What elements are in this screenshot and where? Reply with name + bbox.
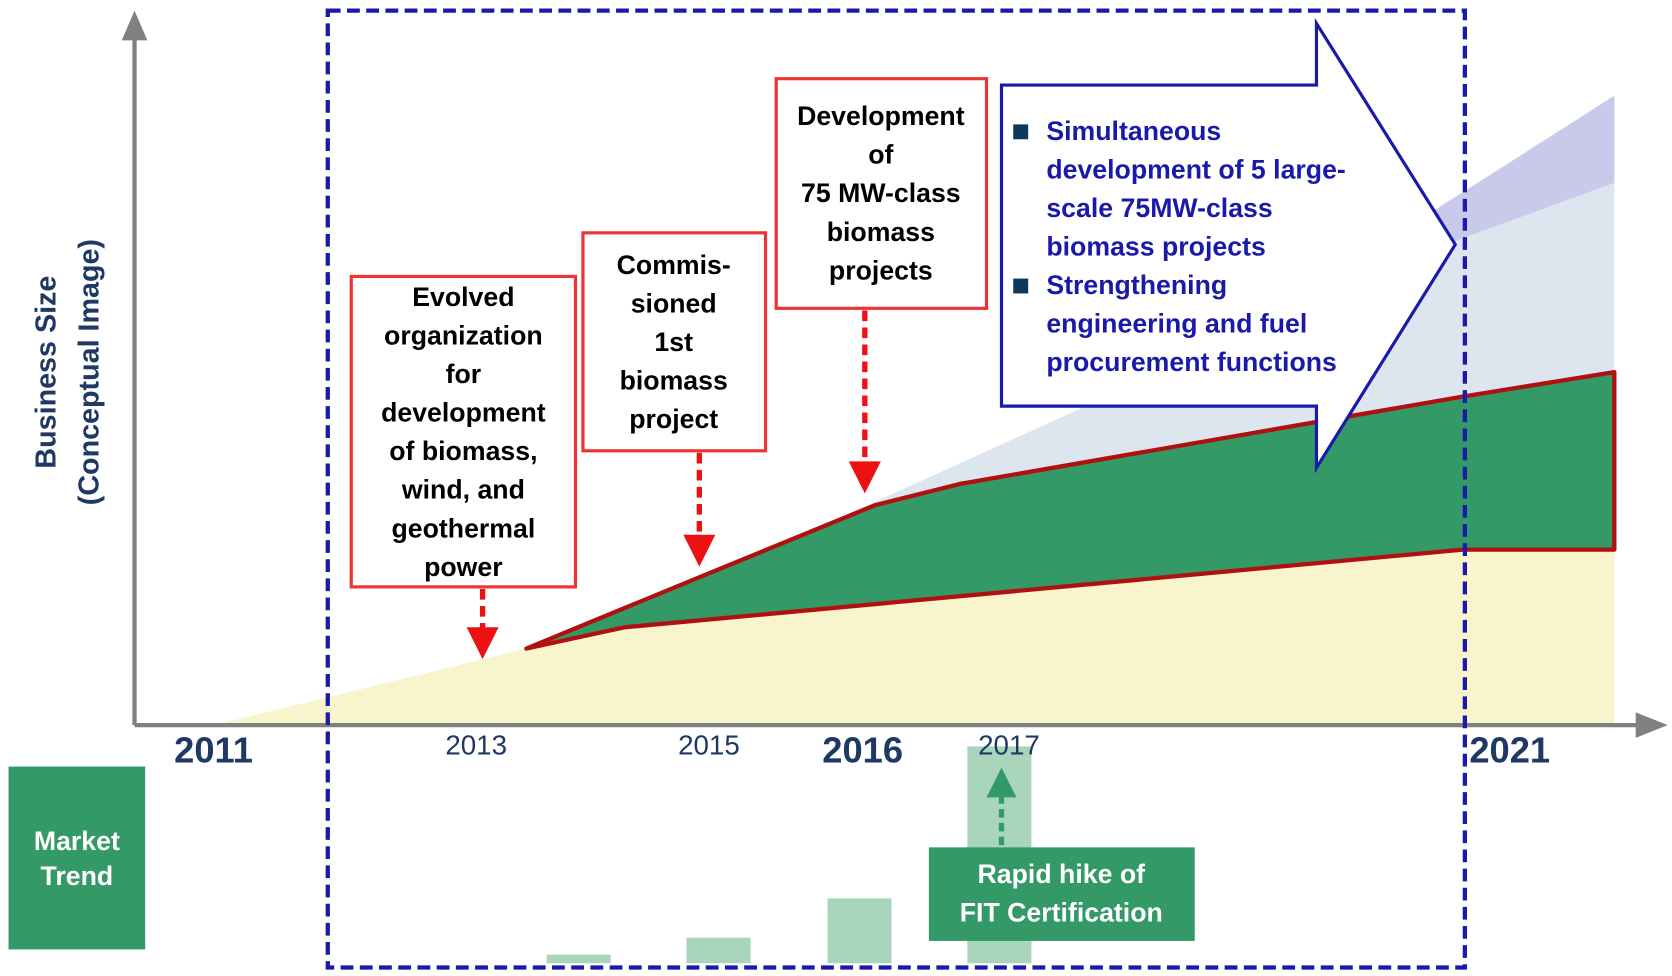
market-trend-label: Trend (41, 861, 114, 891)
axis-label: (Conceptual Image) (73, 239, 105, 505)
bullet-square (1013, 124, 1029, 140)
bullet-square (1013, 278, 1029, 294)
outlook-text: engineering and fuel (1046, 309, 1307, 339)
milestone-text: project (629, 404, 718, 434)
milestone-text: of (868, 140, 893, 170)
outlook-arrow (999, 17, 1458, 474)
milestone-text: biomass (620, 366, 728, 396)
milestone-text: sioned (631, 289, 717, 319)
milestone-box (581, 231, 768, 453)
year-label: 2021 (1469, 729, 1550, 770)
milestone-text: projects (829, 255, 933, 285)
outlook-text: biomass projects (1046, 231, 1265, 261)
milestone-box (774, 77, 989, 310)
milestone-box (349, 274, 578, 589)
milestone-text: of biomass, (389, 436, 537, 466)
market-trend-label: Market (34, 826, 120, 856)
outlook-text: Strengthening (1046, 270, 1227, 300)
focus-frame (325, 8, 1468, 970)
milestone-arrows (479, 310, 868, 630)
year-label: 2015 (678, 730, 740, 761)
fit-box (928, 847, 1195, 941)
year-label: 2011 (174, 729, 253, 770)
x-axis-head (1635, 712, 1668, 738)
fit-note: FIT Certification (960, 897, 1163, 927)
milestone-text: Evolved (412, 282, 514, 312)
outlook-text: procurement functions (1046, 347, 1337, 377)
y-axis-head (121, 10, 148, 41)
milestone-text: Development (797, 101, 965, 131)
year-label: 2016 (822, 729, 903, 770)
fit-arrow-head (986, 767, 1017, 798)
milestone-text: development (381, 398, 546, 428)
milestone-text: Commis- (617, 250, 731, 280)
year-label: 2017 (978, 730, 1040, 761)
milestone-text: for (446, 359, 482, 389)
outlook-text: scale 75MW-class (1046, 193, 1272, 223)
outlook-text: Simultaneous (1046, 116, 1221, 146)
fit-note: Rapid hike of (978, 859, 1146, 889)
milestone-arrow-heads (466, 461, 881, 660)
milestone-text: power (424, 552, 503, 582)
milestone-text: 1st (654, 327, 693, 357)
outlook-text: development of 5 large- (1046, 154, 1345, 184)
upside-area (1430, 95, 1615, 250)
milestone-text: organization (384, 320, 543, 350)
axis-label: Business Size (31, 276, 63, 469)
milestone-text: wind, and (401, 475, 525, 505)
milestone-text: 75 MW-class (801, 178, 961, 208)
base-area (213, 547, 1615, 726)
year-label: 2013 (445, 730, 507, 761)
business-area (524, 369, 1617, 651)
market-trend-box (8, 766, 146, 950)
milestone-text: geothermal (391, 513, 535, 543)
milestone-text: biomass (827, 217, 935, 247)
